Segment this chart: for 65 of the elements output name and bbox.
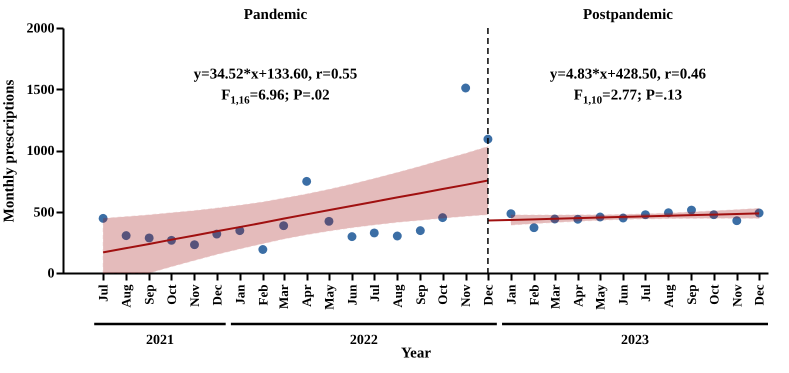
x-tick-label: Apr: [570, 284, 586, 307]
x-tick-label: Aug: [118, 284, 134, 308]
x-tick-label: Jul: [366, 284, 382, 302]
point: [416, 226, 425, 236]
text: 2021: [146, 333, 174, 348]
y-tick-label: 1000: [26, 144, 54, 159]
point: [324, 216, 334, 226]
x-tick-label: Jul: [96, 284, 111, 302]
x-tick-label: Sep: [684, 284, 699, 305]
point: [687, 206, 696, 214]
text: 2022: [350, 333, 378, 348]
x-tick-label: Oct: [706, 284, 722, 305]
x-tick-label: Oct: [164, 284, 179, 305]
x-tick-label: Dec: [209, 284, 224, 306]
point: [530, 223, 538, 232]
annotation: y=4.83*x+428.50, r=0.46: [550, 66, 706, 84]
x-tick-label: Jun: [344, 284, 360, 306]
text: Postpandemic: [582, 7, 674, 23]
x-tick-label: Sep: [142, 284, 157, 305]
x-tick-label: May: [321, 284, 336, 310]
point: [392, 232, 402, 240]
point: [302, 176, 312, 186]
y-tick-label: 2000: [26, 22, 54, 36]
x-tick-label: Nov: [458, 284, 474, 307]
x-tick-label: Dec: [752, 284, 767, 306]
x-tick-label: Jan: [503, 284, 518, 305]
point: [461, 84, 470, 92]
point: [438, 213, 448, 222]
annotation: y=34.52*x+133.60, r=0.55: [194, 66, 358, 84]
x-axis-title: Year: [401, 346, 432, 362]
y-axis-title: Monthly prescriptions: [2, 80, 18, 222]
x-tick-label: Aug: [390, 284, 405, 308]
text: Pandemic: [244, 7, 308, 23]
text: 2023: [621, 333, 650, 348]
x-tick-label: Nov: [729, 284, 744, 307]
y-tick-label: 1500: [26, 82, 54, 98]
x-tick-label: Jun: [616, 284, 631, 306]
point: [258, 245, 268, 254]
x-tick-label: Jan: [232, 284, 248, 305]
x-tick-label: Oct: [435, 284, 450, 305]
point: [190, 240, 199, 250]
x-tick-label: Sep: [412, 284, 428, 305]
annotation: F$_{1,10}$=2.77; P=.13: [574, 88, 682, 106]
x-tick-label: May: [592, 284, 608, 310]
point: [144, 234, 154, 242]
x-tick-label: Nov: [186, 284, 202, 307]
x-tick-label: Aug: [660, 284, 676, 308]
point: [506, 209, 516, 218]
x-tick-label: Mar: [547, 284, 562, 310]
y-tick-label: 0: [48, 266, 54, 282]
line-series: [102, 180, 489, 254]
point: [732, 216, 742, 226]
point: [370, 228, 379, 238]
y-tick-label: 500: [34, 205, 54, 220]
x-tick-label: Feb: [255, 284, 270, 306]
x-tick-label: Feb: [526, 284, 542, 306]
point: [98, 214, 108, 223]
point: [279, 221, 288, 230]
x-tick-label: Mar: [276, 284, 292, 310]
x-tick-label: Jul: [638, 284, 653, 302]
x-tick-label: Dec: [480, 284, 496, 306]
x-tick-label: Apr: [299, 284, 314, 307]
point: [348, 232, 356, 242]
annotation: F$_{1,16}$=6.96; P=.02: [221, 88, 330, 106]
point: [122, 231, 131, 240]
